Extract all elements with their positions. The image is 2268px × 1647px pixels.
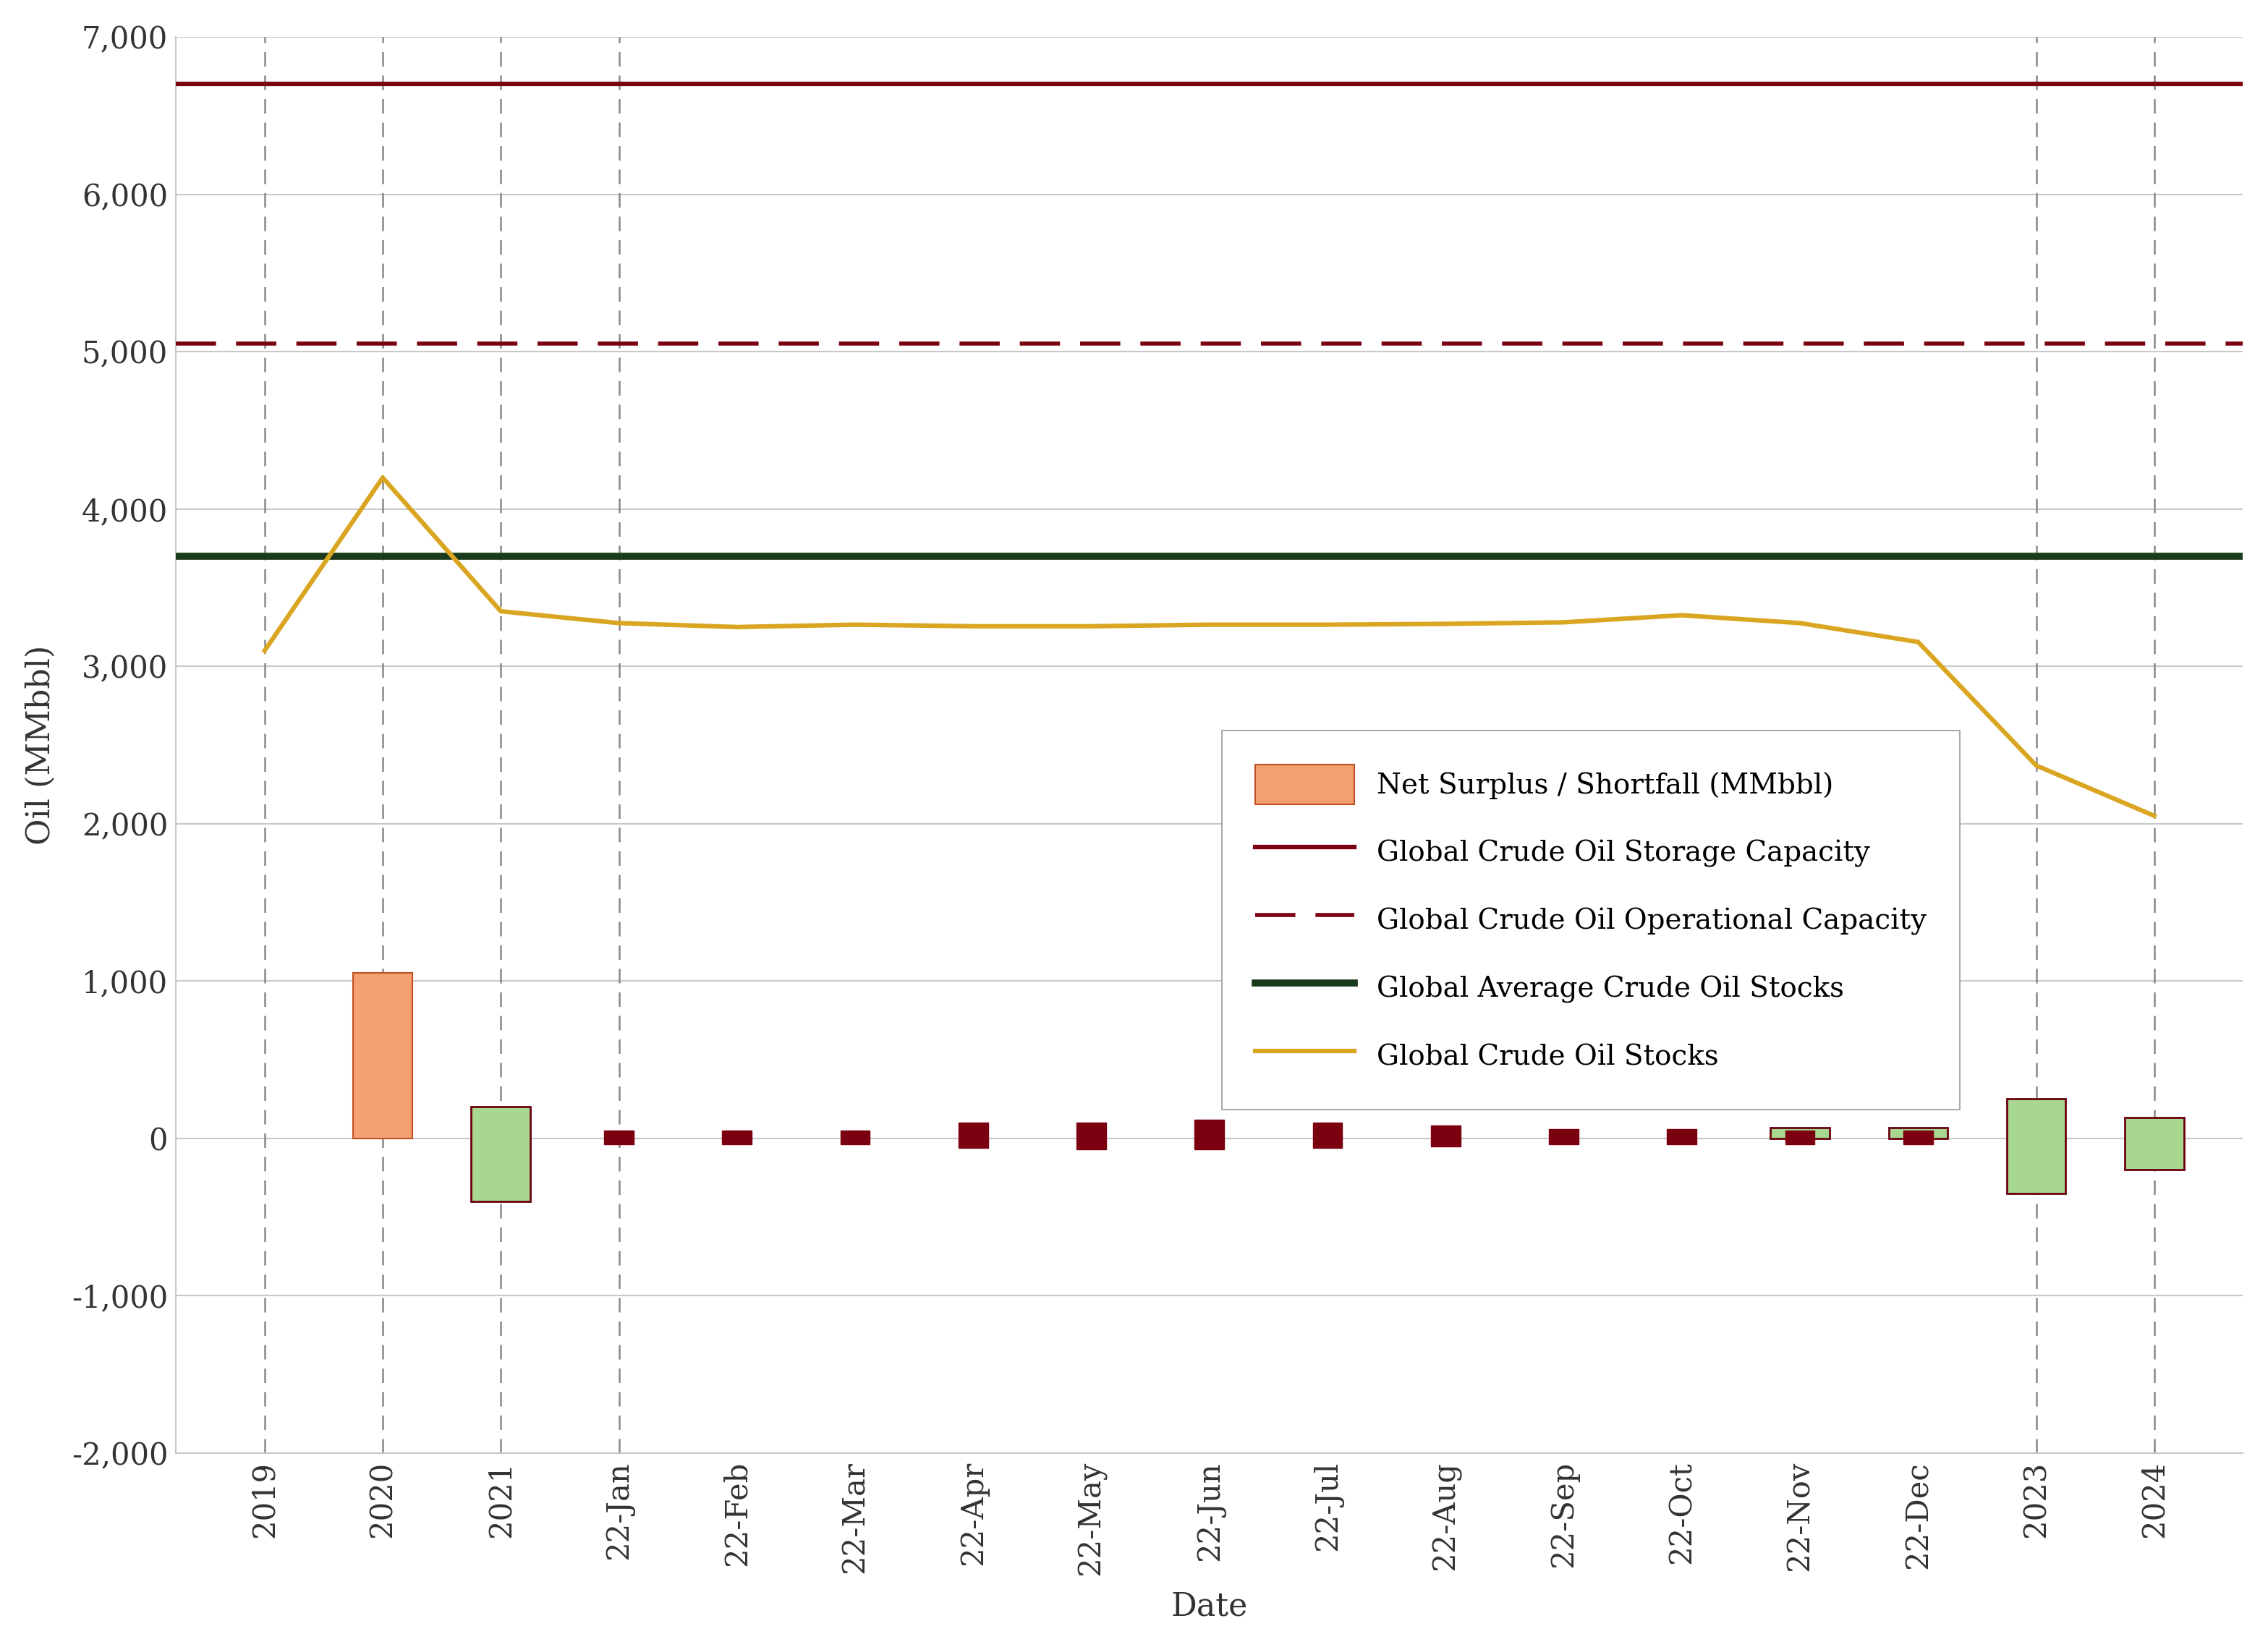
Bar — [841, 1130, 871, 1145]
Bar — [1889, 1127, 1948, 1138]
Bar — [2007, 1099, 2066, 1194]
Bar — [1903, 1130, 1932, 1145]
Bar — [1771, 1127, 1830, 1138]
X-axis label: Date: Date — [1170, 1591, 1247, 1622]
Bar — [1195, 1120, 1225, 1150]
Y-axis label: Oil (MMbbl): Oil (MMbbl) — [25, 646, 57, 845]
Bar — [1785, 1130, 1814, 1145]
Bar — [472, 1107, 531, 1201]
Bar — [1549, 1128, 1579, 1145]
Bar — [1667, 1128, 1696, 1145]
Bar — [354, 973, 413, 1138]
Bar — [721, 1130, 751, 1145]
Bar — [959, 1123, 989, 1148]
Bar — [603, 1130, 633, 1145]
Bar — [1431, 1127, 1461, 1146]
Bar — [1077, 1123, 1107, 1150]
Bar — [1313, 1123, 1343, 1148]
Bar — [2125, 1118, 2184, 1169]
Legend: Net Surplus / Shortfall (MMbbl), Global Crude Oil Storage Capacity, Global Crude: Net Surplus / Shortfall (MMbbl), Global … — [1222, 731, 1960, 1110]
